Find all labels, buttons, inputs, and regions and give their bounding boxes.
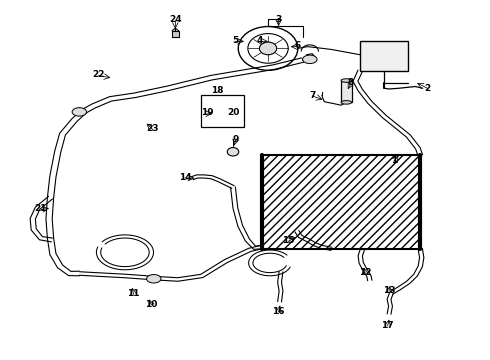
Circle shape [227,148,239,156]
Text: 1: 1 [391,156,397,165]
Text: 23: 23 [147,124,159,133]
Text: 16: 16 [272,307,285,316]
Bar [262,155,420,249]
Text: 12: 12 [359,268,371,277]
Bar [262,155,420,249]
Ellipse shape [147,275,161,283]
Circle shape [259,42,277,55]
Text: 24: 24 [169,15,182,24]
Text: 6: 6 [294,41,301,50]
Text: 2: 2 [424,84,431,93]
Text: 21: 21 [35,204,47,213]
Text: 9: 9 [232,135,239,144]
Text: 20: 20 [227,108,239,117]
Text: 13: 13 [383,285,395,294]
Text: 18: 18 [211,86,223,95]
Text: 14: 14 [179,173,191,182]
Bar [172,31,179,37]
Text: 11: 11 [127,289,140,298]
Text: 10: 10 [145,300,158,309]
Text: 15: 15 [282,236,294,245]
Text: 17: 17 [381,321,394,330]
Text: 5: 5 [232,36,239,45]
Ellipse shape [303,55,317,64]
Bar [201,95,244,127]
Ellipse shape [341,79,352,82]
Text: 19: 19 [201,108,214,117]
Text: 7: 7 [309,91,316,100]
Bar [360,41,408,71]
Text: 3: 3 [275,15,282,24]
Bar [341,81,352,102]
Text: 22: 22 [92,70,105,79]
Text: 8: 8 [347,78,354,87]
Ellipse shape [72,108,87,116]
Text: 4: 4 [256,36,263,45]
Ellipse shape [341,100,352,104]
